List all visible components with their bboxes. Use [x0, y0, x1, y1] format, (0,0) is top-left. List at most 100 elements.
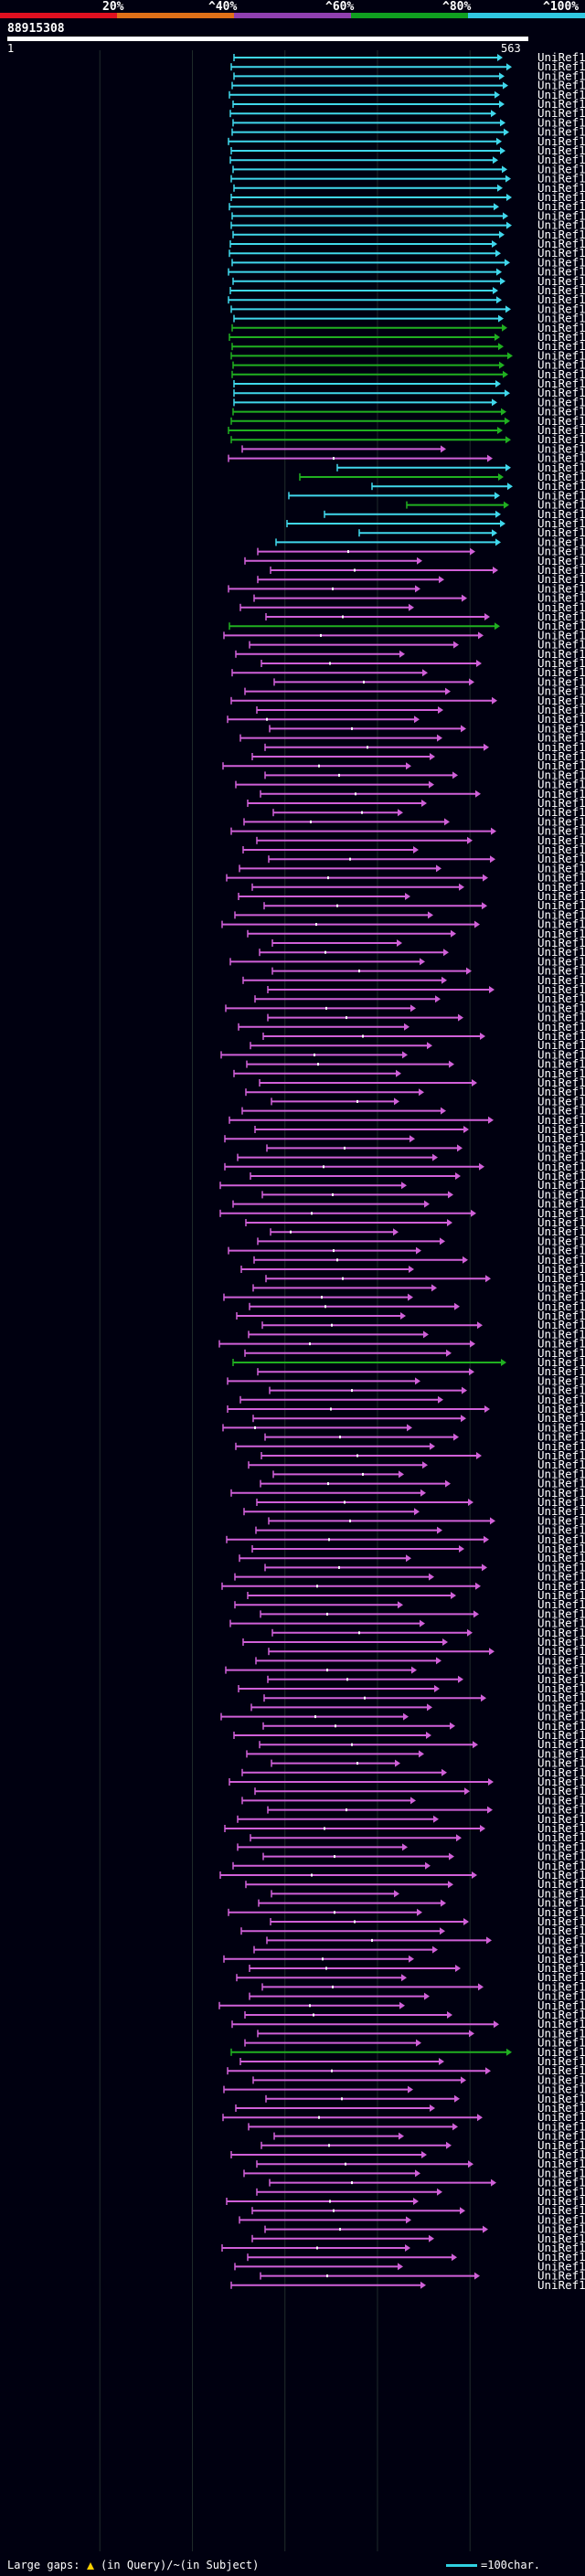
hit-label[interactable]: UniRef100_Q9WFH8 [537, 1653, 585, 1667]
hit-label[interactable]: UniRef100_B4FWX6 [537, 246, 585, 260]
hit-label[interactable]: UniRef100_UP1000.. [537, 1486, 585, 1500]
hit-label[interactable]: UniRef100_B4PRB8 [537, 1197, 585, 1211]
hit-label[interactable]: UniRef100_Q8I1S3 [537, 1850, 585, 1863]
hit-label[interactable]: UniRef100_C0PC68 [537, 964, 585, 978]
hit-label[interactable]: UniRef100_UP1000.. [537, 1318, 585, 1331]
hit-label[interactable]: UniRef100_UP1000.. [537, 1793, 585, 1807]
hit-label[interactable]: UniRef100_A7QNJ9 [537, 143, 585, 157]
hit-label[interactable]: UniRef100_Q7TLL9 [537, 1057, 585, 1071]
hit-label[interactable]: UniRef100_B3RJ78 [537, 1290, 585, 1304]
hit-label[interactable]: UniRef100_A5UGF1 [537, 1998, 585, 2012]
hit-label[interactable]: UniRef100_C5FL15 [537, 525, 585, 539]
hit-label[interactable]: UniRef100_P05142 [537, 2259, 585, 2273]
hit-label[interactable]: UniRef100_P46781 [537, 1551, 585, 1564]
hit-label[interactable]: UniRef100_C5YGH8 [537, 190, 585, 204]
hit-label[interactable]: UniRef100_A0DK74 [537, 2063, 585, 2077]
hit-label[interactable]: UniRef100_Q9SAK9 [537, 199, 585, 213]
hit-label[interactable]: UniRef100_C2YG85 [537, 674, 585, 688]
hit-label[interactable]: UniRef100_B0YN41 [537, 1038, 585, 1052]
hit-label[interactable]: UniRef100_UP1000.. [537, 2092, 585, 2105]
hit-label[interactable]: UniRef100_UP1000.. [537, 1961, 585, 1975]
hit-label[interactable]: UniRef100_Q99P40 [537, 1085, 585, 1098]
hit-label[interactable]: UniRef100_UP1000.. [537, 1570, 585, 1584]
hit-label[interactable]: UniRef100_B9MZP7 [537, 470, 585, 483]
hit-label[interactable]: UniRef100_A5DU55 [537, 1495, 585, 1509]
hit-label[interactable]: UniRef100_Q81DQ2 [537, 945, 585, 959]
hit-label[interactable]: UniRef100_C5KGV1 [537, 1234, 585, 1247]
hit-label[interactable]: UniRef100_UP1000.. [537, 917, 585, 931]
hit-label[interactable]: UniRef100_Q9SBV4 [537, 208, 585, 222]
hit-label[interactable]: UniRef100_UP1000.. [537, 1952, 585, 1966]
hit-label[interactable]: UniRef100_UP1000.. [537, 1299, 585, 1313]
hit-label[interactable]: UniRef100_Q2QTB2 [537, 106, 585, 120]
hit-label[interactable]: UniRef100_B5DB53 [537, 861, 585, 875]
hit-label[interactable]: UniRef100_UP1000.. [537, 1839, 585, 1853]
hit-label[interactable]: UniRef100_C4Q377 [537, 572, 585, 586]
hit-label[interactable]: UniRef100_Q1D4A6 [537, 1719, 585, 1733]
hit-label[interactable]: UniRef100_UP1000.. [537, 2185, 585, 2199]
hit-label[interactable]: UniRef100_Q8IFB8 [537, 1020, 585, 1034]
hit-label[interactable]: UniRef100_B8BIN4 [537, 507, 585, 521]
hit-label[interactable]: UniRef100_UP1000.. [537, 88, 585, 101]
hit-label[interactable]: UniRef100_B4NDP2 [537, 1691, 585, 1704]
hit-label[interactable]: UniRef100_B7ZWP7 [537, 1383, 585, 1397]
hit-label[interactable]: UniRef100_UP1000.. [537, 1477, 585, 1490]
hit-label[interactable]: UniRef100_Q6UT95 [537, 2194, 585, 2208]
hit-label[interactable]: UniRef100_C3YWB0 [537, 1029, 585, 1043]
hit-label[interactable]: UniRef100_Q6QL69 [537, 1626, 585, 1639]
hit-label[interactable]: UniRef100_B8BIN3 [537, 479, 585, 493]
hit-label[interactable]: UniRef100_P63325 [537, 1113, 585, 1127]
hit-label[interactable]: UniRef100_A9PZC6 [537, 162, 585, 175]
hit-label[interactable]: UniRef100_B0Y8V2 [537, 2157, 585, 2170]
hit-label[interactable]: UniRef100_UP1000.. [537, 1160, 585, 1173]
hit-label[interactable]: UniRef100_A3TS41 [537, 1989, 585, 2003]
hit-label[interactable]: UniRef100_UP1000.. [537, 2269, 585, 2283]
hit-label[interactable]: UniRef100_UP1000.. [537, 1337, 585, 1351]
hit-label[interactable]: UniRef100_B5X008 [537, 749, 585, 763]
hit-label[interactable]: UniRef100_C1N187 [537, 2036, 585, 2050]
hit-label[interactable]: UniRef100_Q5S5G6 [537, 1504, 585, 1518]
hit-label[interactable]: UniRef100_C0LTF2 [537, 292, 585, 306]
hit-label[interactable]: UniRef100_Q0VJB2 [537, 461, 585, 474]
hit-label[interactable]: UniRef100_C5P313 [537, 283, 585, 297]
hit-label[interactable]: UniRef100_C5KGV2 [537, 1224, 585, 1238]
hit-label[interactable]: UniRef100_C4JSH5 [537, 768, 585, 781]
hit-label[interactable]: UniRef100_Q4HTD2 [537, 1131, 585, 1145]
hit-label[interactable]: UniRef100_Q2I3Z4 [537, 1355, 585, 1369]
hit-label[interactable]: UniRef100_UP1000.. [537, 2083, 585, 2096]
hit-label[interactable]: UniRef100_P0C051 [537, 1542, 585, 1555]
hit-label[interactable]: UniRef100_A6QQ49 [537, 880, 585, 894]
hit-label[interactable]: UniRef100_C1FIW7 [537, 1076, 585, 1089]
hit-label[interactable]: UniRef100_C5PPY9 [537, 796, 585, 810]
hit-label[interactable]: UniRef100_C3Q294 [537, 898, 585, 912]
hit-label[interactable]: UniRef100_C1E188 [537, 1011, 585, 1024]
hit-label[interactable]: UniRef100_UP1000.. [537, 1327, 585, 1341]
hit-label[interactable]: UniRef100_C0NM92 [537, 694, 585, 707]
hit-label[interactable]: UniRef100_B8LQ17 [537, 2212, 585, 2226]
hit-label[interactable]: UniRef100_C5XIN8 [537, 312, 585, 325]
hit-label[interactable]: UniRef100_B4LB09 [537, 982, 585, 996]
hit-label[interactable]: UniRef100_Q2V3E9 [537, 451, 585, 465]
hit-label[interactable]: UniRef100_Q9VYP4 [537, 172, 585, 186]
hit-label[interactable]: UniRef100_Q3U6Q1 [537, 1859, 585, 1872]
hit-label[interactable]: UniRef100_B6TNJ9 [537, 125, 585, 139]
hit-label[interactable]: UniRef100_Q29IV5 [537, 1877, 585, 1891]
hit-label[interactable]: UniRef100_C5JQ57 [537, 628, 585, 641]
hit-label[interactable]: UniRef100_UP1000.. [537, 1262, 585, 1276]
hit-label[interactable]: UniRef100_C5P4Q7 [537, 721, 585, 735]
hit-label[interactable]: UniRef100_A4RQP0 [537, 2045, 585, 2059]
hit-label[interactable]: UniRef100_B9IIR0 [537, 358, 585, 372]
hit-label[interactable]: UniRef100_B0DBN2 [537, 1001, 585, 1014]
hit-label[interactable]: UniRef100_B1Y9N5 [537, 1560, 585, 1574]
hit-label[interactable]: UniRef100_B4R178 [537, 1187, 585, 1201]
hit-label[interactable]: UniRef100_A8XA06 [537, 665, 585, 679]
hit-label[interactable]: UniRef100_B9TRQ2 [537, 1896, 585, 1910]
hit-label[interactable]: UniRef100_B2B1D9 [537, 610, 585, 623]
hit-label[interactable]: UniRef100_B5QG42 [537, 600, 585, 614]
hit-label[interactable]: UniRef100_Q9ZSK5 [537, 274, 585, 288]
hit-label[interactable]: UniRef100_C1LWF0 [537, 1886, 585, 1900]
hit-label[interactable]: UniRef100_B3N8C3 [537, 1430, 585, 1444]
hit-label[interactable]: UniRef100_UP1000.. [537, 1169, 585, 1182]
hit-label[interactable]: UniRef100_B1ZB51 [537, 2008, 585, 2021]
hit-label[interactable]: UniRef100_B8BIN6 [537, 488, 585, 502]
